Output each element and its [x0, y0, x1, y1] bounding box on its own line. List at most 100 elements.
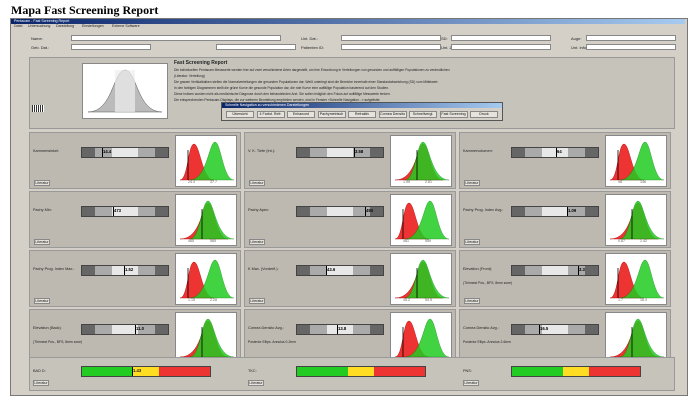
- dialog-button[interactable]: Fast Screening: [439, 111, 468, 118]
- parameter-label: Elevation (Back):: [33, 326, 62, 330]
- parameter-value: 13.8: [338, 326, 347, 331]
- parameter-label: Elevation (Front):: [463, 267, 493, 271]
- green-curve: [404, 259, 450, 299]
- gauge: 1.09: [511, 206, 599, 217]
- parameter-label: Pachy Min:: [33, 208, 52, 212]
- parameter-label: Pachy Prog. Index Max.:: [33, 267, 75, 271]
- literatur-button[interactable]: Literatur: [249, 180, 265, 186]
- parameter-panel: K Max. (Vorderfl.): 43.6 Literatur 45.2 54.5: [244, 250, 456, 307]
- distribution-chart: [179, 141, 235, 181]
- gauge-marker: [567, 207, 568, 216]
- gauge-marker: [354, 148, 355, 157]
- distribution-box: 1.95 2.81: [390, 135, 452, 187]
- literatur-button[interactable]: Literatur: [464, 239, 480, 245]
- menu-item[interactable]: Datei: [14, 24, 23, 28]
- parameter-panel: Kammervolumen: 64 Literatur 98 146: [459, 132, 671, 189]
- report-text: (Literatur: Verteilung): [174, 74, 205, 78]
- literatur-button[interactable]: Literatur: [34, 298, 50, 304]
- dialog-button[interactable]: Enhanced Ectasia: [287, 111, 315, 118]
- parameter-label: Pachy Prog. Index Avg.:: [463, 208, 504, 212]
- distribution-chart: [609, 259, 665, 299]
- field-input[interactable]: [451, 44, 551, 50]
- gauge: 14.4: [81, 147, 169, 158]
- index-label: BAD D:: [33, 369, 46, 373]
- parameter-value: 493: [366, 208, 373, 213]
- distribution-chart: [394, 141, 450, 181]
- dialog-button[interactable]: Refraktiv: [348, 111, 376, 118]
- field-label: Auge:: [571, 36, 582, 41]
- gauge-marker: [113, 207, 114, 216]
- range-low: 465: [188, 239, 194, 243]
- distribution-chart: [609, 318, 665, 358]
- parameter-panel: Kammerwinkel: 14.4 Literatur 24.4 37.7: [29, 132, 241, 189]
- field-input[interactable]: [71, 35, 281, 41]
- range-low: 98: [618, 180, 622, 184]
- gauge-marker: [539, 325, 540, 334]
- field-input[interactable]: [71, 44, 151, 50]
- dialog-button[interactable]: Übersicht: [226, 111, 254, 118]
- green-curve: [189, 318, 235, 358]
- report-text: Diese Indices wurden nicht als medizinis…: [174, 92, 391, 96]
- app-window: Pentacam - Fast Screening Report Datei Unt…: [10, 18, 688, 396]
- dialog-button[interactable]: Schnellvergl.: [409, 111, 437, 118]
- field-input[interactable]: [341, 44, 441, 50]
- green-curve: [189, 200, 235, 240]
- parameter-value: 1.09: [568, 208, 577, 213]
- parameter-note: (Thinnest Pos., BFS, 8mm zone): [463, 281, 513, 285]
- literatur-button[interactable]: Literatur: [34, 180, 50, 186]
- report-text: Die individuellen Pentacam Messwerte wer…: [174, 68, 451, 72]
- menu-item[interactable]: Externe Software: [112, 24, 140, 28]
- dialog-button[interactable]: Druck: [470, 111, 498, 118]
- distribution-chart: [394, 200, 450, 240]
- parameter-note: Posterior Ellips. Annulus 0-2mm: [248, 340, 297, 344]
- literatur-button[interactable]: Literatur: [463, 380, 479, 386]
- parameter-value: 3.58: [355, 149, 364, 154]
- dialog-button[interactable]: Cornea Densito: [378, 111, 407, 118]
- field-input[interactable]: [216, 44, 296, 50]
- parameter-note: (Thinnest Pos., BFS, 8mm zone): [33, 340, 83, 344]
- range-high: 2.28: [210, 298, 217, 302]
- range-low: 481: [403, 239, 409, 243]
- range-high: 559: [425, 239, 431, 243]
- field-input[interactable]: [586, 44, 676, 50]
- range-low: 0.87: [618, 239, 625, 243]
- menu-item[interactable]: Untersuchung: [28, 24, 51, 28]
- literatur-button[interactable]: Literatur: [33, 380, 49, 386]
- window-title: Pentacam - Fast Screening Report: [14, 19, 70, 23]
- literatur-button[interactable]: Literatur: [464, 298, 480, 304]
- literatur-button[interactable]: Literatur: [249, 298, 265, 304]
- literatur-button[interactable]: Literatur: [249, 239, 265, 245]
- parameter-value: 64: [557, 149, 562, 154]
- field-input[interactable]: [586, 35, 676, 41]
- menu-item[interactable]: Darstellung: [56, 24, 75, 28]
- report-heading: Fast Screening Report: [174, 60, 228, 66]
- parameter-panel: Elevation (Front): (Thinnest Pos., BFS, 8…: [459, 250, 671, 307]
- gauge-marker: [365, 207, 366, 216]
- literatur-button[interactable]: Literatur: [34, 239, 50, 245]
- index-bar: [296, 366, 426, 377]
- menu-item[interactable]: Einstellungen: [82, 24, 104, 28]
- distribution-box: 24.4 37.7: [175, 135, 237, 187]
- field-input[interactable]: [451, 35, 551, 41]
- distribution-box: 481 559: [390, 194, 452, 246]
- literatur-button[interactable]: Literatur: [464, 180, 480, 186]
- green-curve: [619, 200, 665, 240]
- field-label: Geb. Dat.:: [31, 45, 50, 50]
- field-input[interactable]: [341, 35, 441, 41]
- parameter-label: Kammerwinkel:: [33, 149, 59, 153]
- parameter-value: 16.5: [540, 326, 549, 331]
- index-value: 1.43: [133, 368, 142, 373]
- literatur-button[interactable]: Literatur: [248, 380, 264, 386]
- index-bar: [511, 366, 641, 377]
- parameter-panel: Pachy Apex: 493 Literatur 481 559: [244, 191, 456, 248]
- green-curve: [619, 318, 665, 358]
- parameter-label: K Max. (Vorderfl.):: [248, 267, 279, 271]
- gauge: 11.0: [81, 324, 169, 335]
- range-high: 54.5: [425, 298, 432, 302]
- dialog-button[interactable]: 4 Farbd. Refr.: [256, 111, 285, 118]
- field-label: Name:: [31, 36, 43, 41]
- gauge-marker: [124, 266, 125, 275]
- report-text: Die grauen Vertikalbalken stellen die No…: [174, 80, 439, 84]
- field-label: Patienten ID:: [301, 45, 325, 50]
- dialog-button[interactable]: Pachymetrisch: [317, 111, 346, 118]
